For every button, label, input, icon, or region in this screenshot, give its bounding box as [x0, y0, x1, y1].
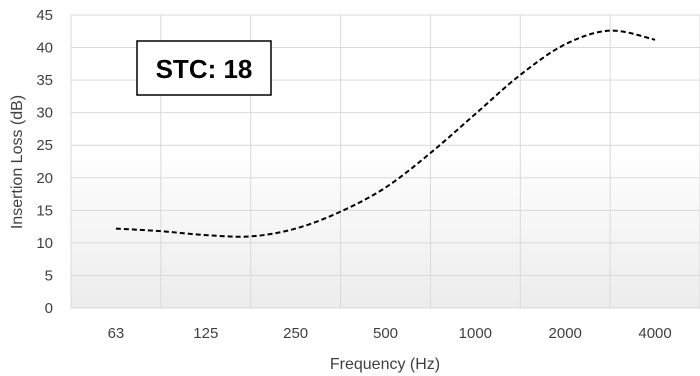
y-tick-label: 10 — [36, 235, 53, 252]
x-tick-label: 63 — [108, 325, 125, 342]
y-axis-ticks: 0 5 10 15 20 25 30 35 40 45 — [36, 7, 53, 317]
x-tick-label: 1000 — [459, 325, 492, 342]
y-tick-label: 40 — [36, 40, 53, 57]
stc-annotation-box — [136, 40, 272, 96]
y-tick-label: 20 — [36, 170, 53, 187]
x-tick-label: 500 — [373, 325, 398, 342]
stc-annotation: STC: 18 — [136, 40, 272, 96]
y-tick-label: 30 — [36, 105, 53, 122]
x-tick-label: 125 — [193, 325, 218, 342]
insertion-loss-series-line — [115, 29, 656, 238]
x-tick-label: 2000 — [549, 325, 582, 342]
x-tick-label: 4000 — [638, 325, 671, 342]
x-tick-label: 250 — [283, 325, 308, 342]
y-tick-label: 15 — [36, 202, 53, 219]
y-tick-label: 45 — [36, 7, 53, 24]
y-axis-title: Insertion Loss (dB) — [9, 95, 26, 229]
y-tick-label: 5 — [45, 267, 53, 284]
x-axis-ticks: 63 125 250 500 1000 2000 4000 — [108, 325, 672, 342]
x-axis-title: Frequency (Hz) — [330, 356, 440, 373]
y-tick-label: 35 — [36, 72, 53, 89]
y-tick-label: 0 — [45, 300, 53, 317]
y-tick-label: 25 — [36, 137, 53, 154]
stc-annotation-text: STC: 18 — [156, 54, 253, 84]
